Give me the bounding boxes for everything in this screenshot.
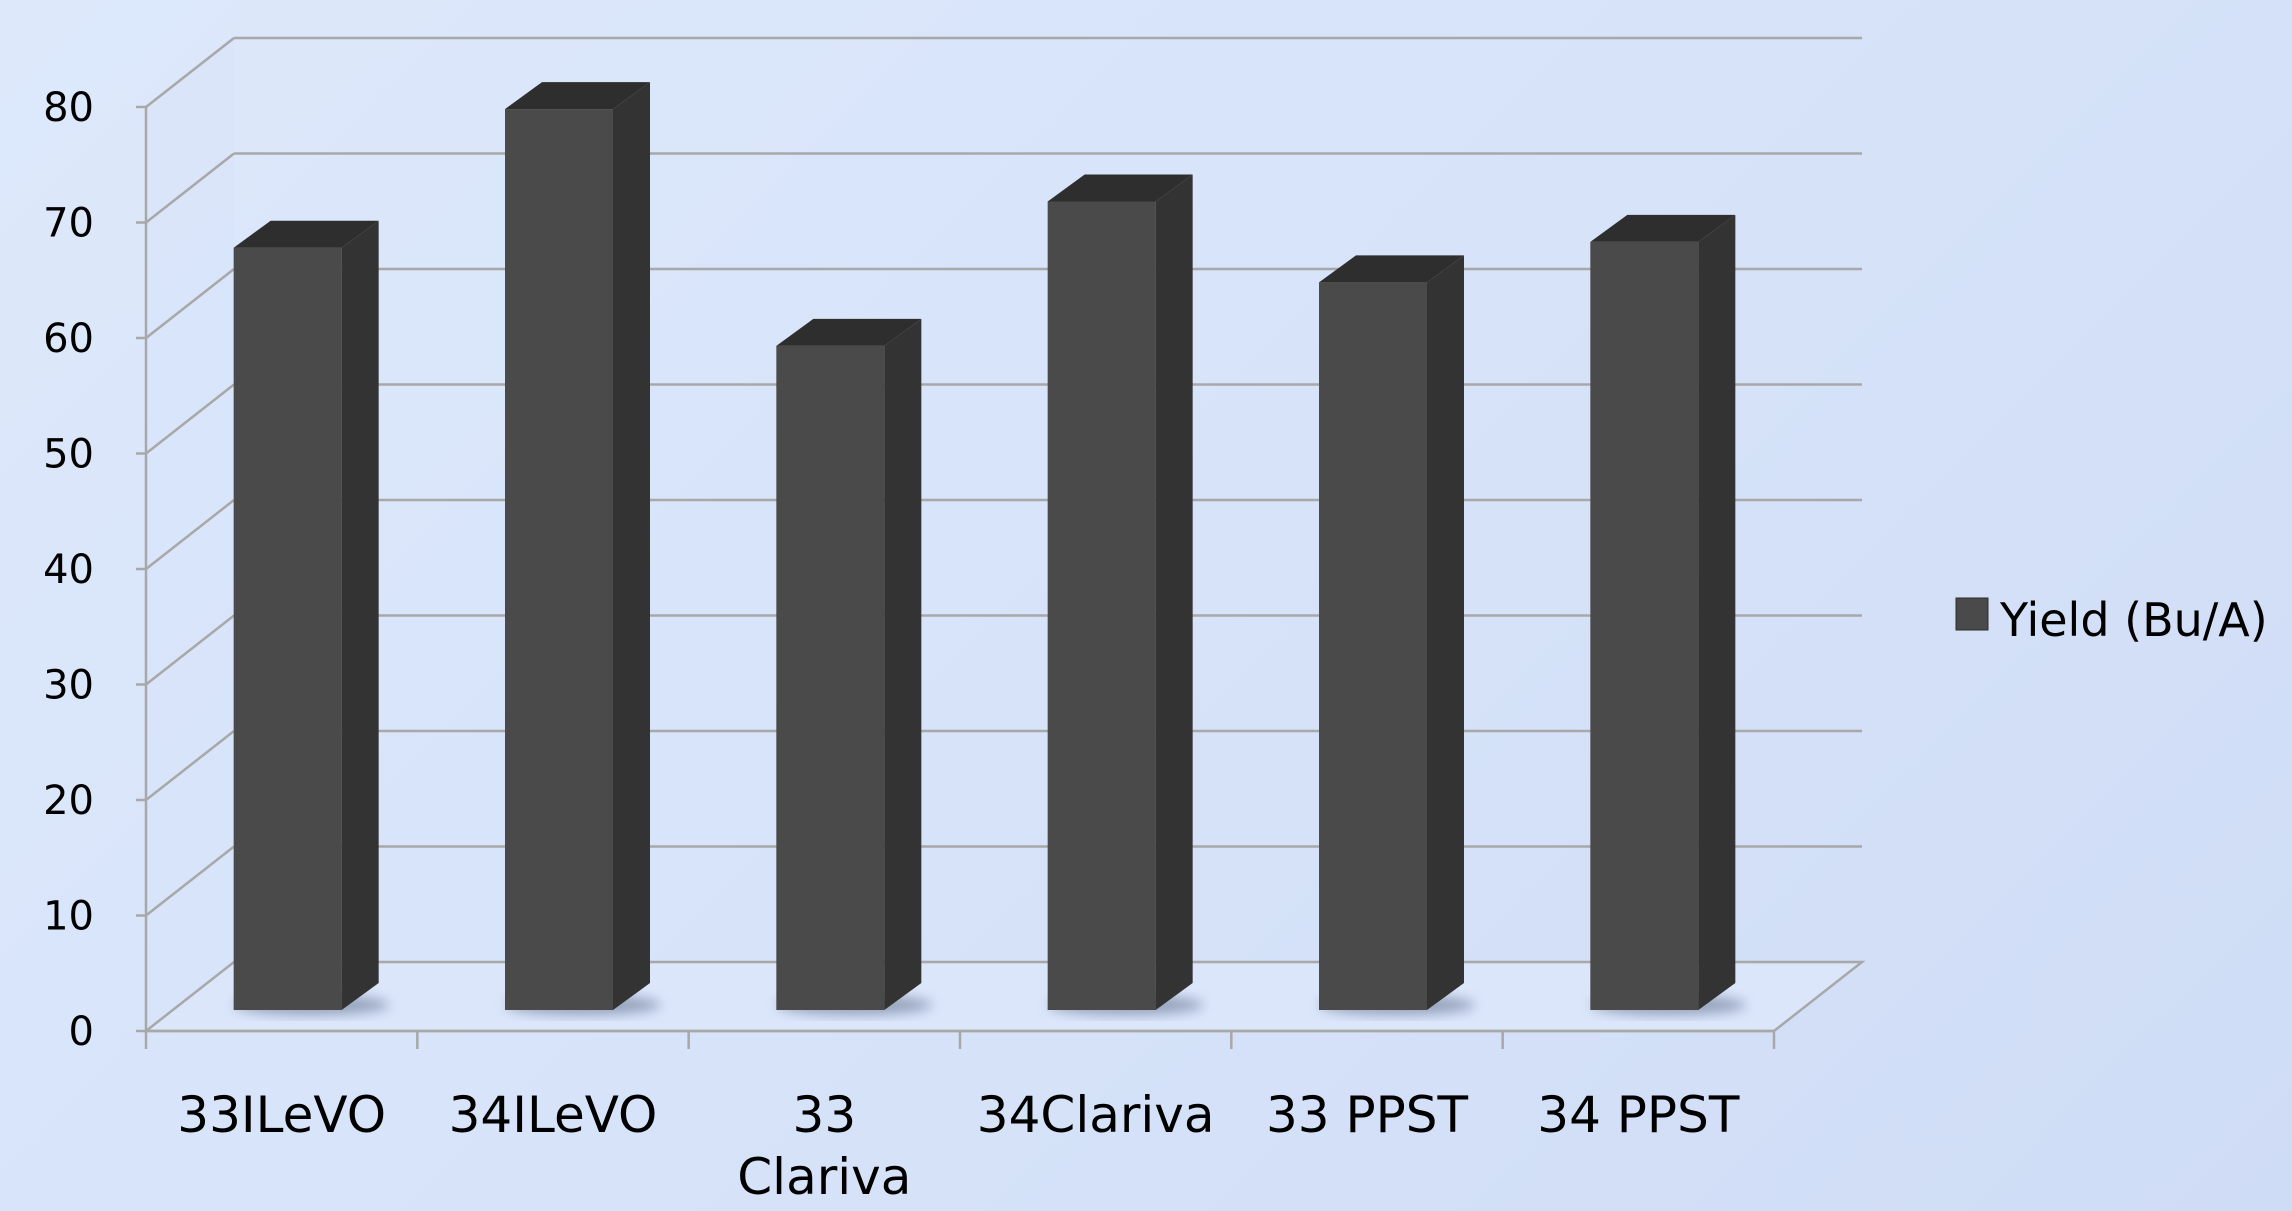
bar-top [1047, 174, 1193, 202]
bar-side [341, 220, 379, 1010]
gridline-side [145, 614, 235, 686]
y-tick-label: 20 [43, 778, 94, 824]
bar-front [776, 345, 885, 1010]
bar-front [1319, 282, 1427, 1011]
bar-front [505, 109, 613, 1011]
y-tick-label: 50 [43, 432, 94, 478]
gridline-side [145, 499, 235, 570]
y-tick-label: 70 [43, 201, 94, 247]
gridline-side [145, 383, 235, 455]
bar-side [1155, 174, 1193, 1010]
bar-top [776, 318, 922, 346]
x-axis [144, 1029, 1776, 1049]
category-label: 34 PPST [1537, 1086, 1740, 1144]
bar-front [1590, 241, 1699, 1011]
bar-side [1427, 255, 1464, 1011]
category-label: 34ILeVO [449, 1086, 658, 1144]
bar-side [884, 318, 922, 1010]
category-label: 33ILeVO [177, 1086, 386, 1144]
bar [1047, 174, 1204, 1015]
y-tick-label: 10 [43, 894, 94, 940]
bar [505, 82, 661, 1015]
bar [1319, 255, 1475, 1015]
bars [233, 82, 1747, 1015]
y-axis: 0 10 20 30 40 50 60 70 80 [43, 85, 148, 1055]
category-label: 33 PPST [1266, 1086, 1469, 1144]
category-labels: 33ILeVO 34ILeVO 33 Clariva 34Clariva 33 PPST 3… [177, 1086, 1740, 1206]
gridline-side [145, 730, 235, 801]
y-tick-label: 60 [43, 316, 94, 362]
bar-front [1047, 201, 1156, 1010]
legend-swatch [1955, 597, 1989, 631]
y-tick-label: 30 [43, 663, 94, 709]
legend-label: Yield (Bu/A) [1999, 593, 2268, 647]
category-label: 34Clariva [977, 1086, 1215, 1144]
bar-side [1698, 214, 1736, 1011]
gridline-side [145, 845, 235, 917]
legend: Yield (Bu/A) [1955, 593, 2268, 647]
gridline-side [145, 268, 235, 339]
bar [233, 220, 390, 1015]
bar-side [613, 82, 650, 1011]
y-tick-label: 40 [43, 547, 94, 593]
bar [776, 318, 933, 1015]
bar-front [233, 247, 342, 1010]
y-tick-label: 80 [43, 85, 94, 131]
bar-top [1590, 214, 1736, 242]
bar-top [505, 82, 650, 110]
bar [1590, 214, 1747, 1015]
category-label: 33 Clariva [737, 1086, 911, 1206]
gridline-side [145, 152, 235, 224]
y-tick-label: 0 [69, 1009, 94, 1055]
bar-top [1319, 255, 1464, 283]
gridline-side [145, 37, 235, 108]
bar-top [233, 220, 379, 248]
